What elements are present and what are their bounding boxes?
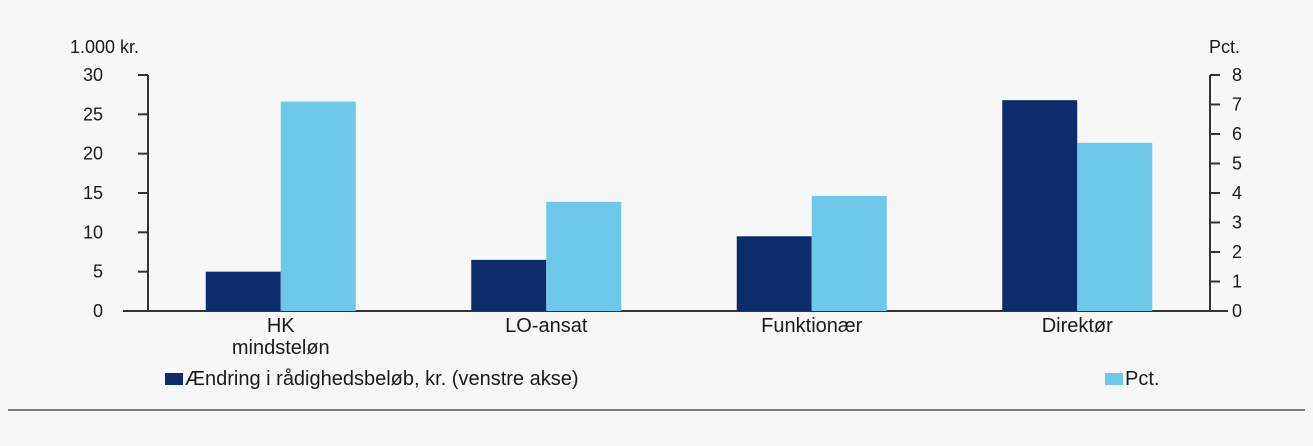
right-tick-label: 7 — [1232, 95, 1242, 115]
right-tick-label: 8 — [1232, 65, 1242, 85]
right-tick-label: 1 — [1232, 272, 1242, 292]
left-tick-label: 5 — [93, 262, 103, 282]
bar-pct-3 — [1077, 142, 1153, 311]
bars-layer — [205, 100, 1153, 311]
right-tick-label: 0 — [1232, 301, 1242, 321]
right-tick-label: 2 — [1232, 242, 1242, 262]
bar-pct-1 — [546, 201, 622, 311]
legend-swatch-pct — [1105, 373, 1123, 385]
category-label: HK mindsteløn — [232, 315, 330, 359]
category-label: Funktionær — [761, 315, 862, 337]
bar-kr-1 — [471, 259, 547, 311]
right-tick-label: 4 — [1232, 183, 1242, 203]
legend-swatch-kr — [165, 373, 183, 385]
left-tick-label: 30 — [83, 65, 103, 85]
category-label: LO-ansat — [505, 315, 588, 337]
legend-label-pct: Pct. — [1125, 368, 1159, 390]
bar-pct-0 — [280, 101, 356, 311]
legend: Ændring i rådighedsbeløb, kr. (venstre a… — [165, 368, 1159, 390]
left-tick-label: 25 — [83, 104, 103, 124]
left-tick-label: 0 — [93, 301, 103, 321]
category-label: Direktør — [1042, 315, 1113, 337]
right-axis-unit-label: Pct. — [1209, 37, 1240, 57]
bar-kr-2 — [736, 236, 812, 311]
bar-kr-0 — [205, 271, 281, 311]
legend-label-kr: Ændring i rådighedsbeløb, kr. (venstre a… — [185, 368, 579, 390]
bar-pct-2 — [811, 195, 887, 311]
left-tick-label: 15 — [83, 183, 103, 203]
labels-layer: 0 5 10 15 20 25 30 0 1 2 3 4 5 6 7 8 1.000 kr. Pct. HK mind… — [70, 37, 1242, 359]
right-tick-label: 6 — [1232, 124, 1242, 144]
left-axis-unit-label: 1.000 kr. — [70, 37, 139, 57]
right-tick-label: 3 — [1232, 213, 1242, 233]
left-tick-label: 10 — [83, 222, 103, 242]
bar-kr-3 — [1002, 100, 1078, 311]
right-tick-label: 5 — [1232, 154, 1242, 174]
left-tick-label: 20 — [83, 144, 103, 164]
